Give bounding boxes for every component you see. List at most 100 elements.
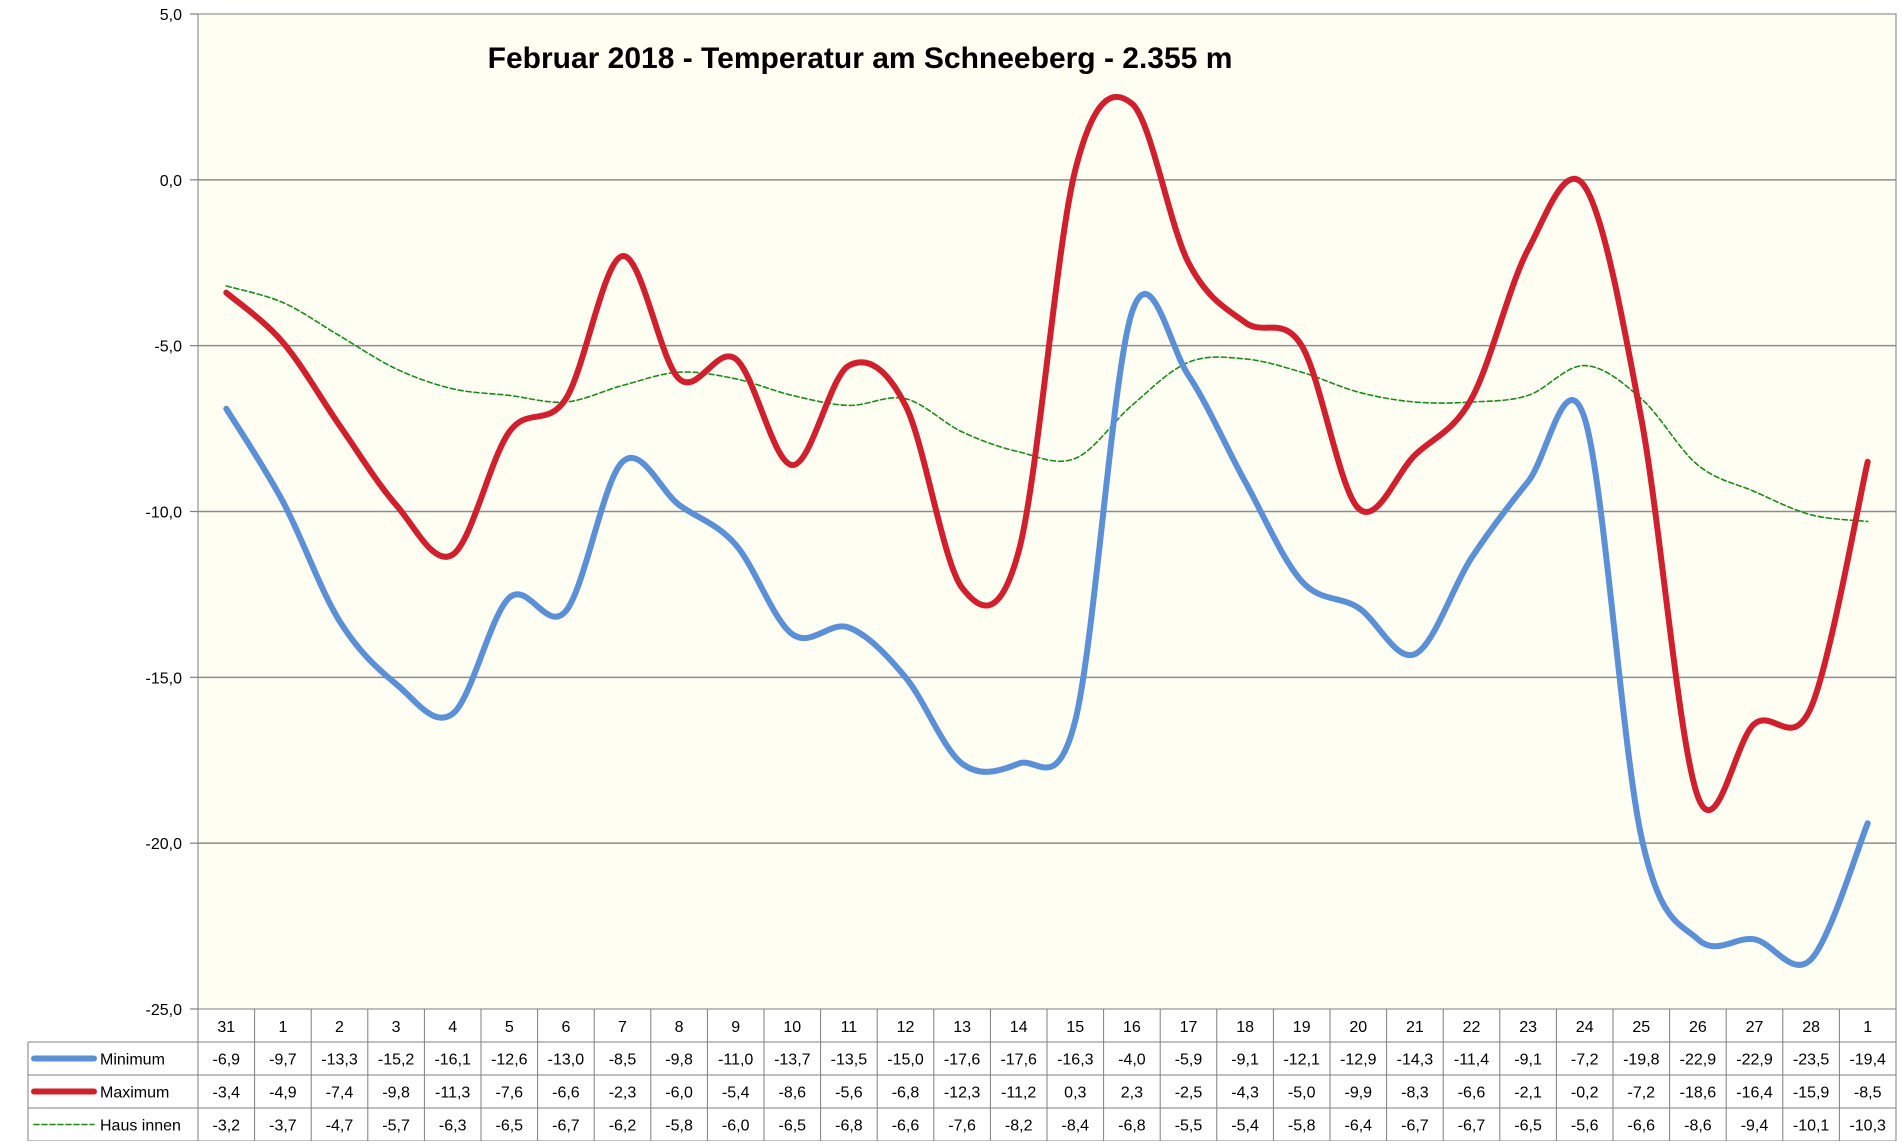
series-line-haus-innen [225,285,1869,523]
data-label: -17,6 [944,1052,981,1069]
data-label: -8,5 [609,1052,637,1069]
x-tick-label: 13 [953,1019,971,1036]
data-label: -2,1 [1514,1085,1542,1102]
x-tick-label: 27 [1746,1019,1764,1036]
data-label: -22,9 [1680,1052,1717,1069]
data-label: -13,0 [548,1052,585,1069]
data-label: -6,0 [665,1085,693,1102]
data-label: -3,7 [269,1118,297,1135]
x-tick-label: 19 [1293,1019,1311,1036]
data-label: -9,9 [1345,1085,1373,1102]
data-label: -4,0 [1118,1052,1146,1069]
x-tick-label: 14 [1010,1019,1028,1036]
y-tick-label: -25,0 [146,1002,183,1019]
data-label: -6,2 [609,1118,637,1135]
data-label: -8,6 [1684,1118,1712,1135]
x-tick-label: 6 [561,1019,570,1036]
data-label: -9,4 [1741,1118,1769,1135]
y-tick-label: -10,0 [146,505,183,522]
x-tick-label: 4 [448,1019,457,1036]
x-tick-label: 15 [1066,1019,1084,1036]
data-label: -19,8 [1623,1052,1660,1069]
x-tick-label: 25 [1632,1019,1650,1036]
data-label: -2,3 [609,1085,637,1102]
y-tick-label: -15,0 [146,670,183,687]
data-label: -6,7 [1401,1118,1429,1135]
data-label: -6,6 [1458,1085,1486,1102]
x-tick-label: 7 [618,1019,627,1036]
data-label: -6,8 [835,1118,863,1135]
data-label: -15,0 [887,1052,924,1069]
data-label: -6,5 [1514,1118,1542,1135]
data-label: -15,2 [378,1052,415,1069]
data-label: -6,0 [722,1118,750,1135]
x-tick-label: 8 [675,1019,684,1036]
data-label: -14,3 [1397,1052,1434,1069]
data-label: -5,8 [1288,1118,1316,1135]
x-tick-label: 1 [278,1019,287,1036]
data-label: -7,4 [326,1085,354,1102]
data-label: -5,9 [1175,1052,1203,1069]
x-tick-label: 1 [1863,1019,1872,1036]
series-line-maximum [223,93,1871,813]
x-tick-label: 2 [335,1019,344,1036]
data-label: -6,5 [779,1118,807,1135]
data-label: -6,8 [892,1085,920,1102]
x-tick-label: 17 [1180,1019,1198,1036]
data-label: -6,6 [1628,1118,1656,1135]
data-label: -6,6 [892,1118,920,1135]
data-label: -13,3 [321,1052,358,1069]
data-label: -13,5 [831,1052,868,1069]
data-label: -9,8 [665,1052,693,1069]
data-label: -4,3 [1231,1085,1259,1102]
data-label: -12,1 [1283,1052,1320,1069]
data-label: -8,3 [1401,1085,1429,1102]
data-table: 31 1 2 3 4 5 6 7 8 9 10 11 12 13 14 15 16 17 18 19 20 21 22 23 2… [27,1008,1897,1142]
data-label: -6,4 [1345,1118,1373,1135]
x-tick-label: 23 [1519,1019,1537,1036]
data-label: -3,2 [213,1118,241,1135]
legend-label: Minimum [100,1052,165,1069]
data-label: -8,6 [779,1085,807,1102]
data-label: -4,7 [326,1118,354,1135]
x-tick-label: 21 [1406,1019,1424,1036]
data-label: -11,3 [435,1085,470,1102]
legend-label: Haus innen [100,1118,181,1135]
data-label: -7,6 [948,1118,976,1135]
x-tick-label: 26 [1689,1019,1707,1036]
x-tick-label: 11 [841,1019,858,1036]
data-label: -6,9 [213,1052,241,1069]
data-label: -8,2 [1005,1118,1033,1135]
data-label: -5,0 [1288,1085,1316,1102]
x-tick-label: 18 [1236,1019,1254,1036]
y-tick-label: 0,0 [160,173,182,190]
data-label: -5,6 [835,1085,863,1102]
legend-label: Maximum [100,1085,169,1102]
x-tick-label: 12 [897,1019,915,1036]
data-label: -5,8 [665,1118,693,1135]
data-label: -16,3 [1057,1052,1094,1069]
data-label: -23,5 [1793,1052,1830,1069]
data-label: -5,4 [722,1085,750,1102]
chart-title: Februar 2018 - Temperatur am Schneeberg … [488,42,1233,75]
data-label: -7,6 [496,1085,524,1102]
data-label: -13,7 [774,1052,811,1069]
data-label: -12,6 [491,1052,528,1069]
x-tick-label: 24 [1576,1019,1594,1036]
data-label: -6,7 [552,1118,580,1135]
data-label: -16,1 [434,1052,471,1069]
data-label: -6,7 [1458,1118,1486,1135]
data-label: -7,2 [1571,1052,1599,1069]
data-label: -8,5 [1854,1085,1882,1102]
x-tick-label: 28 [1802,1019,1820,1036]
x-tick-label: 16 [1123,1019,1141,1036]
data-label: -15,9 [1793,1085,1830,1102]
x-tick-label: 3 [392,1019,401,1036]
data-label: -22,9 [1736,1052,1773,1069]
data-label: -5,4 [1231,1118,1259,1135]
series-line-minimum [223,291,1871,968]
x-tick-label: 20 [1349,1019,1367,1036]
data-label: -10,3 [1849,1118,1886,1135]
